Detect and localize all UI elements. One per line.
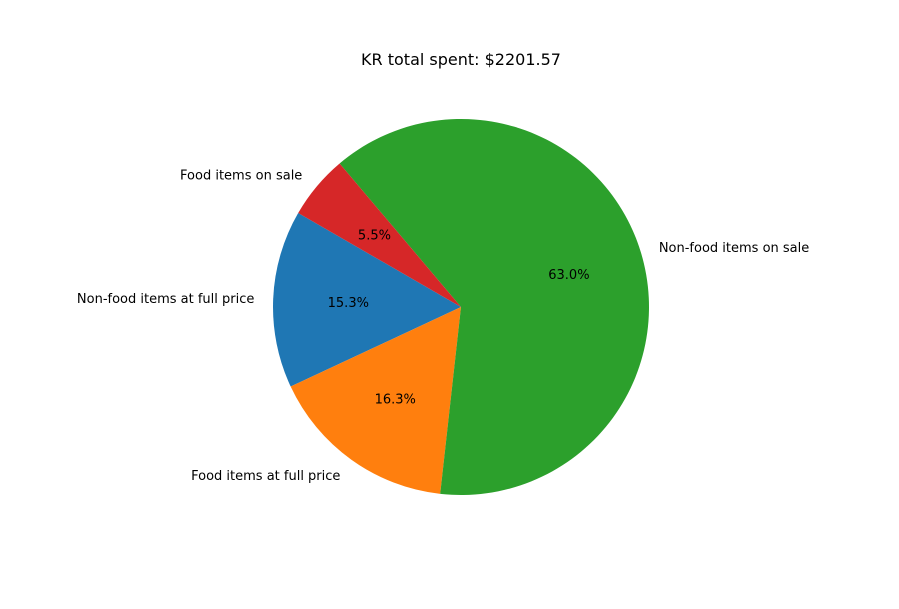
slice-percent-label: 63.0%: [548, 268, 589, 283]
slice-category-label: Non-food items at full price: [77, 292, 254, 307]
pie-slices: [272, 119, 649, 495]
slice-percent-label: 5.5%: [358, 229, 391, 244]
chart-title: KR total spent: $2201.57: [361, 50, 561, 69]
slice-percent-label: 15.3%: [328, 296, 369, 311]
pie-labels: 15.3% Non-food items at full price 16.3% Fo…: [77, 168, 809, 484]
slice-category-label: Non-food items on sale: [659, 241, 809, 256]
slice-percent-label: 16.3%: [375, 393, 416, 408]
slice-category-label: Food items on sale: [180, 168, 302, 183]
slice-category-label: Food items at full price: [191, 469, 340, 484]
pie-slice: [272, 213, 461, 387]
pie-slice: [290, 307, 461, 494]
pie-slice: [298, 163, 461, 307]
pie-slice: [339, 119, 649, 495]
